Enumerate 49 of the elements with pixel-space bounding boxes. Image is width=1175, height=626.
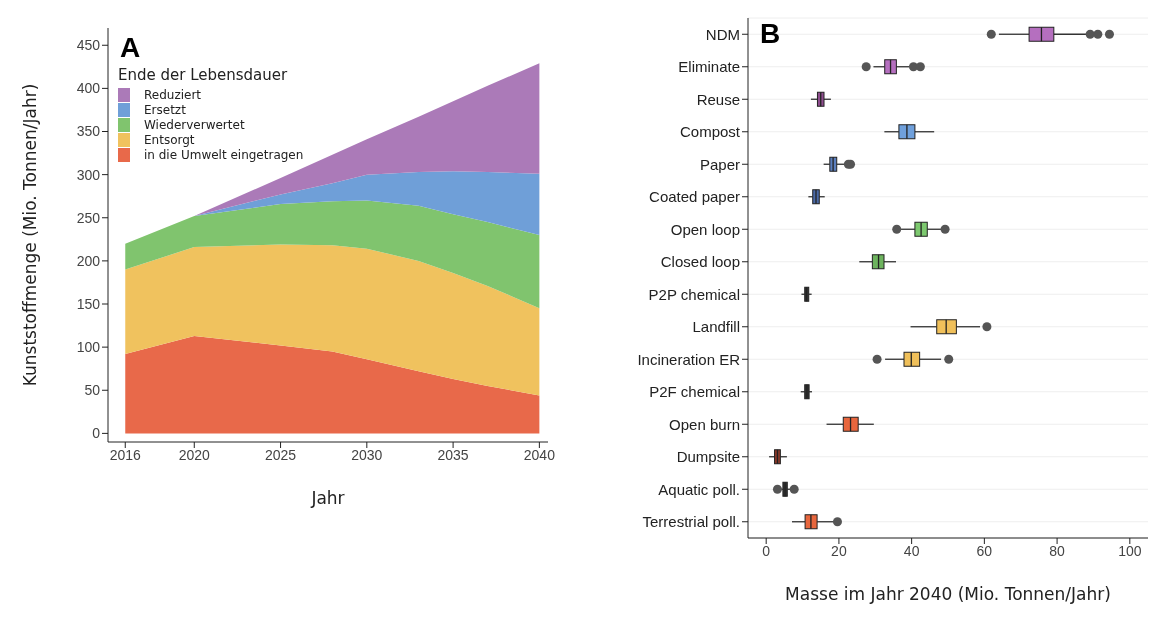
y-axis-title: Kunststoffmenge (Mio. Tonnen/Jahr): [20, 83, 41, 387]
y-tick-label: Compost: [679, 123, 741, 141]
x-tick-label: 0: [762, 542, 771, 559]
legend-label: Wiederverwertet: [143, 117, 246, 132]
annotation: B: [760, 18, 781, 50]
x-tick-label: 40: [903, 542, 920, 559]
x-tick-label: 20: [831, 542, 847, 559]
x-tick-label: 2035: [437, 446, 469, 463]
y-tick-label: P2F chemical: [649, 383, 740, 401]
x-tick-label: 2030: [351, 446, 383, 463]
y-tick-label: P2P chemical: [648, 285, 740, 303]
y-tick-label: 300: [76, 166, 101, 183]
y-tick-label: Open loop: [670, 220, 740, 238]
x-tick-label: 2016: [109, 446, 142, 463]
legend-label: in die Umwelt eingetragen: [143, 147, 304, 162]
x-axis-title: Jahr: [310, 488, 345, 508]
y-tick-label: 200: [76, 252, 101, 269]
y-tick-label: Reuse: [696, 90, 740, 108]
legend-label: Reduziert: [143, 87, 203, 102]
x-tick-label: 60: [976, 542, 993, 559]
x-tick-label: 80: [1049, 542, 1066, 559]
x-tick-label: 2020: [178, 446, 211, 463]
y-tick-label: Terrestrial poll.: [642, 513, 740, 531]
y-tick-label: 400: [76, 80, 101, 97]
y-tick-label: Aquatic poll.: [658, 480, 740, 498]
y-tick-label: Paper: [699, 155, 740, 173]
y-tick-label: 150: [76, 295, 101, 312]
y-tick-label: NDM: [705, 25, 740, 43]
legend-label: Entsorgt: [143, 132, 196, 147]
y-tick-label: Open burn: [669, 415, 740, 433]
y-tick-label: Dumpsite: [676, 448, 740, 466]
legend-title: Ende der Lebensdauer: [118, 66, 289, 84]
x-tick-label: 100: [1118, 542, 1142, 559]
annotation: A: [120, 32, 141, 64]
y-tick-label: Closed loop: [660, 253, 740, 271]
y-tick-label: 350: [76, 123, 101, 140]
y-tick-label: 450: [76, 37, 101, 54]
legend-label: Ersetzt: [143, 102, 187, 117]
x-tick-label: 2025: [264, 446, 297, 463]
y-tick-label: Incineration ER: [637, 350, 741, 368]
y-tick-label: 0: [92, 425, 101, 442]
y-tick-label: 250: [76, 209, 101, 226]
y-tick-label: Coated paper: [649, 188, 740, 206]
x-tick-label: 2040: [523, 446, 556, 463]
x-axis-title: Masse im Jahr 2040 (Mio. Tonnen/Jahr): [785, 584, 1111, 604]
y-tick-label: Eliminate: [678, 58, 740, 76]
y-tick-label: 100: [76, 339, 101, 356]
y-tick-label: Landfill: [692, 318, 740, 336]
y-tick-label: 50: [84, 382, 101, 399]
